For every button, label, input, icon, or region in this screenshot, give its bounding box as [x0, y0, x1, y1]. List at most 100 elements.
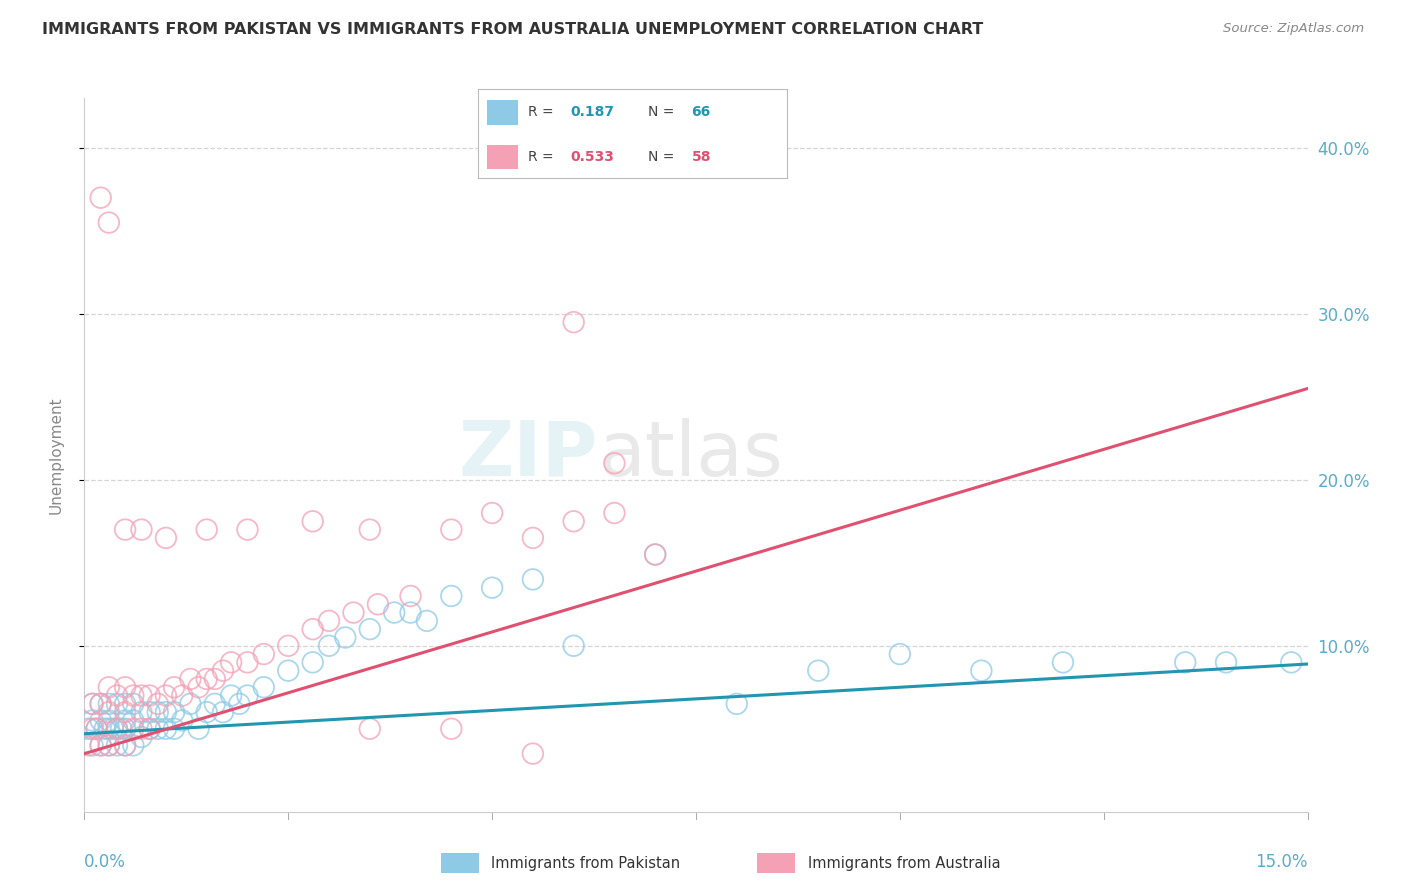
- Text: 66: 66: [692, 105, 710, 120]
- Point: [889, 647, 911, 661]
- Point: [236, 689, 259, 703]
- Text: Immigrants from Australia: Immigrants from Australia: [808, 855, 1001, 871]
- Point: [122, 689, 145, 703]
- Point: [82, 697, 104, 711]
- FancyBboxPatch shape: [758, 853, 796, 873]
- Point: [93, 722, 117, 736]
- Point: [138, 705, 160, 719]
- Point: [97, 714, 120, 728]
- Point: [122, 697, 145, 711]
- Point: [195, 672, 218, 686]
- Point: [187, 722, 209, 736]
- Point: [90, 714, 112, 728]
- Point: [562, 315, 585, 329]
- Point: [228, 697, 250, 711]
- Point: [122, 739, 145, 753]
- Point: [359, 523, 381, 537]
- Point: [1279, 656, 1302, 670]
- Point: [163, 680, 186, 694]
- Point: [138, 689, 160, 703]
- Point: [416, 614, 439, 628]
- Point: [155, 722, 177, 736]
- Point: [399, 589, 422, 603]
- Point: [146, 722, 169, 736]
- Text: Source: ZipAtlas.com: Source: ZipAtlas.com: [1223, 22, 1364, 36]
- Point: [382, 606, 405, 620]
- Point: [97, 680, 120, 694]
- Point: [114, 722, 136, 736]
- Text: Immigrants from Pakistan: Immigrants from Pakistan: [492, 855, 681, 871]
- Point: [101, 722, 124, 736]
- Point: [131, 705, 153, 719]
- Point: [82, 739, 104, 753]
- Point: [440, 523, 463, 537]
- Text: 0.187: 0.187: [571, 105, 614, 120]
- Point: [195, 705, 218, 719]
- Point: [236, 656, 259, 670]
- Point: [481, 506, 503, 520]
- Text: 0.533: 0.533: [571, 150, 614, 164]
- Point: [179, 697, 201, 711]
- Point: [522, 573, 544, 587]
- Point: [146, 697, 169, 711]
- Point: [603, 506, 626, 520]
- Point: [131, 689, 153, 703]
- Point: [179, 672, 201, 686]
- Point: [105, 722, 128, 736]
- Point: [97, 697, 120, 711]
- Point: [105, 697, 128, 711]
- Point: [110, 722, 132, 736]
- Point: [359, 722, 381, 736]
- Point: [90, 739, 112, 753]
- Point: [301, 622, 323, 636]
- Point: [105, 689, 128, 703]
- Text: IMMIGRANTS FROM PAKISTAN VS IMMIGRANTS FROM AUSTRALIA UNEMPLOYMENT CORRELATION C: IMMIGRANTS FROM PAKISTAN VS IMMIGRANTS F…: [42, 22, 983, 37]
- Point: [562, 639, 585, 653]
- Point: [131, 523, 153, 537]
- Point: [359, 622, 381, 636]
- Text: 15.0%: 15.0%: [1256, 854, 1308, 871]
- Point: [97, 722, 120, 736]
- Point: [163, 705, 186, 719]
- Point: [131, 722, 153, 736]
- Text: atlas: atlas: [598, 418, 783, 491]
- FancyBboxPatch shape: [488, 145, 519, 169]
- Point: [77, 722, 100, 736]
- Point: [82, 722, 104, 736]
- Point: [122, 714, 145, 728]
- Point: [90, 697, 112, 711]
- Point: [644, 548, 666, 562]
- FancyBboxPatch shape: [441, 853, 478, 873]
- Point: [163, 722, 186, 736]
- Point: [114, 714, 136, 728]
- Point: [82, 714, 104, 728]
- Point: [155, 689, 177, 703]
- Text: R =: R =: [527, 105, 558, 120]
- Point: [97, 739, 120, 753]
- Text: ZIP: ZIP: [458, 418, 598, 491]
- Point: [212, 664, 235, 678]
- Point: [970, 664, 993, 678]
- Point: [318, 639, 340, 653]
- Point: [725, 697, 748, 711]
- Point: [114, 705, 136, 719]
- Point: [253, 647, 276, 661]
- Point: [644, 548, 666, 562]
- Point: [97, 705, 120, 719]
- Point: [155, 531, 177, 545]
- Point: [86, 722, 108, 736]
- Text: 58: 58: [692, 150, 711, 164]
- Point: [105, 739, 128, 753]
- Point: [90, 697, 112, 711]
- Point: [253, 680, 276, 694]
- Point: [187, 680, 209, 694]
- Point: [481, 581, 503, 595]
- Point: [367, 597, 389, 611]
- Point: [122, 722, 145, 736]
- Point: [219, 689, 242, 703]
- Point: [131, 730, 153, 744]
- Point: [1174, 656, 1197, 670]
- Text: 0.0%: 0.0%: [84, 854, 127, 871]
- Point: [236, 523, 259, 537]
- Point: [603, 456, 626, 470]
